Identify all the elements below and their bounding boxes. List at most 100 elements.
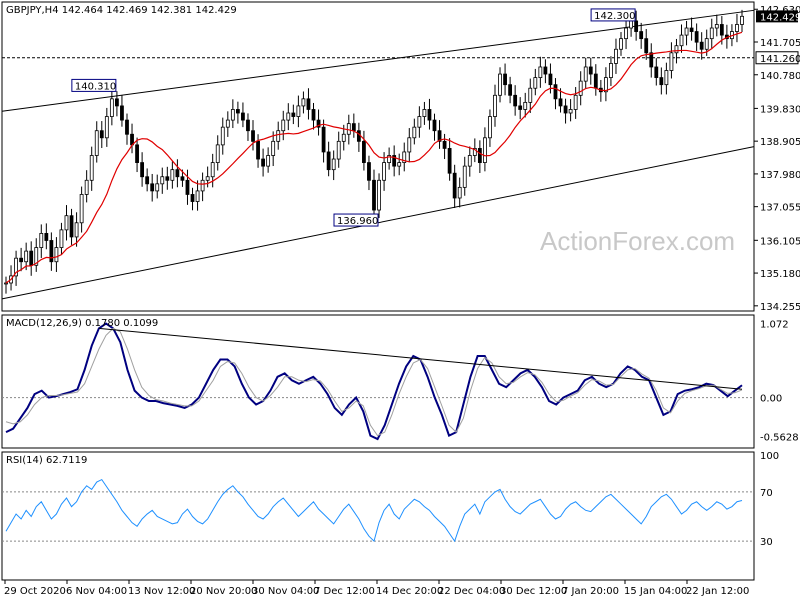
candle-body bbox=[316, 119, 321, 128]
x-tick-label: 22 Dec 04:00 bbox=[438, 586, 505, 597]
candle-body bbox=[553, 84, 558, 100]
candle-body bbox=[644, 38, 649, 54]
candle-body bbox=[69, 215, 74, 238]
candle-body bbox=[588, 66, 593, 75]
rsi-ytick-label: 30 bbox=[760, 537, 773, 548]
candle-body bbox=[362, 140, 366, 163]
macd-ytick-label: -0.5628 bbox=[760, 433, 799, 444]
candle-body bbox=[427, 109, 432, 121]
candle-body bbox=[719, 24, 724, 36]
candle-body bbox=[679, 34, 684, 47]
candle-body bbox=[659, 77, 664, 86]
candle-body bbox=[624, 27, 628, 40]
candle-body bbox=[155, 183, 160, 192]
candle-body bbox=[34, 247, 39, 266]
candle-body bbox=[185, 179, 190, 195]
x-tick-label: 20 Nov 20:00 bbox=[190, 586, 257, 597]
x-tick-label: 29 Oct 2020 bbox=[4, 586, 66, 597]
candle-body bbox=[412, 126, 417, 139]
candle-body bbox=[472, 148, 477, 156]
macd-signal-line bbox=[5, 327, 743, 437]
candle-body bbox=[674, 45, 679, 54]
candle-body bbox=[165, 176, 170, 181]
candle-body bbox=[99, 130, 104, 139]
candle-body bbox=[190, 194, 195, 202]
candle-body bbox=[296, 105, 301, 117]
candle-body bbox=[220, 126, 225, 146]
candle-body bbox=[442, 140, 447, 149]
candle-body bbox=[241, 112, 245, 121]
candle-body bbox=[740, 15, 744, 25]
candle-body bbox=[543, 66, 548, 75]
candle-body bbox=[49, 240, 54, 263]
price-ytick-label: 136.105 bbox=[760, 236, 800, 247]
candle-body bbox=[508, 84, 513, 96]
candle-body bbox=[225, 119, 230, 128]
price-ytick-label: 138.905 bbox=[760, 137, 800, 148]
price-panel-frame bbox=[1, 1, 755, 312]
candle-body bbox=[346, 123, 351, 135]
moving-average-line bbox=[5, 31, 743, 284]
x-tick-label: 15 Jan 04:00 bbox=[624, 586, 687, 597]
candle-body bbox=[235, 109, 240, 114]
candle-body bbox=[649, 52, 654, 68]
candle-body bbox=[115, 98, 119, 107]
candle-body bbox=[493, 94, 497, 117]
candle-body bbox=[351, 123, 356, 132]
macd-trendline bbox=[98, 327, 743, 390]
candle-body bbox=[639, 31, 644, 40]
macd-panel-frame bbox=[1, 314, 755, 449]
rsi-layer: 100 70 30 bbox=[2, 451, 779, 548]
candle-body bbox=[94, 130, 99, 156]
candle-body bbox=[135, 144, 139, 163]
candle-body bbox=[175, 169, 180, 178]
candle-body bbox=[694, 31, 699, 43]
x-tick-label: 14 Dec 20:00 bbox=[376, 586, 443, 597]
candle-body bbox=[614, 48, 618, 64]
price-ytick-label: 134.255 bbox=[760, 302, 800, 313]
candle-body bbox=[210, 162, 215, 178]
current-price-tag bbox=[756, 10, 798, 23]
macd-ytick-label: 0.00 bbox=[760, 394, 782, 405]
x-tick-label: 30 Nov 04:00 bbox=[252, 586, 319, 597]
candle-body bbox=[256, 140, 260, 160]
extreme-label-box bbox=[71, 78, 117, 92]
candle-body bbox=[336, 140, 341, 160]
candle-body bbox=[488, 116, 492, 139]
candle-body bbox=[19, 257, 24, 263]
candle-body bbox=[518, 105, 523, 110]
rsi-line bbox=[5, 478, 743, 543]
candle-body bbox=[326, 151, 331, 171]
candle-body bbox=[603, 77, 608, 93]
price-ytick-label: 137.055 bbox=[760, 203, 800, 214]
candle-body bbox=[150, 183, 155, 192]
candle-body bbox=[407, 137, 412, 153]
candle-body bbox=[306, 98, 311, 110]
candle-body bbox=[593, 73, 598, 89]
price-layer: 142.630141.705140.780139.830138.905137.9… bbox=[1, 5, 800, 313]
candle-body bbox=[104, 116, 109, 139]
candle-body bbox=[79, 194, 84, 224]
candle-body bbox=[24, 250, 29, 263]
x-tick-label: 30 Dec 12:00 bbox=[500, 586, 567, 597]
candle-body bbox=[462, 165, 467, 188]
candle-body bbox=[735, 24, 739, 32]
candle-body bbox=[714, 24, 719, 29]
candle-body bbox=[276, 130, 281, 142]
candle-body bbox=[528, 87, 533, 103]
candle-body bbox=[558, 98, 563, 107]
candle-body bbox=[341, 133, 346, 142]
candle-body bbox=[286, 112, 291, 121]
rsi-panel-frame bbox=[1, 451, 755, 581]
candle-body bbox=[39, 233, 44, 248]
price-ytick-label: 140.780 bbox=[760, 71, 800, 82]
extreme-label: 136.960 bbox=[337, 216, 378, 227]
candle-body bbox=[583, 66, 588, 82]
candle-body bbox=[654, 66, 659, 78]
candle-body bbox=[372, 179, 376, 211]
candle-body bbox=[291, 112, 296, 117]
candle-body bbox=[573, 94, 578, 110]
price-ytick-label: 139.830 bbox=[760, 104, 800, 115]
level-price-label: 141.260 bbox=[760, 54, 800, 65]
candle-body bbox=[498, 73, 502, 96]
